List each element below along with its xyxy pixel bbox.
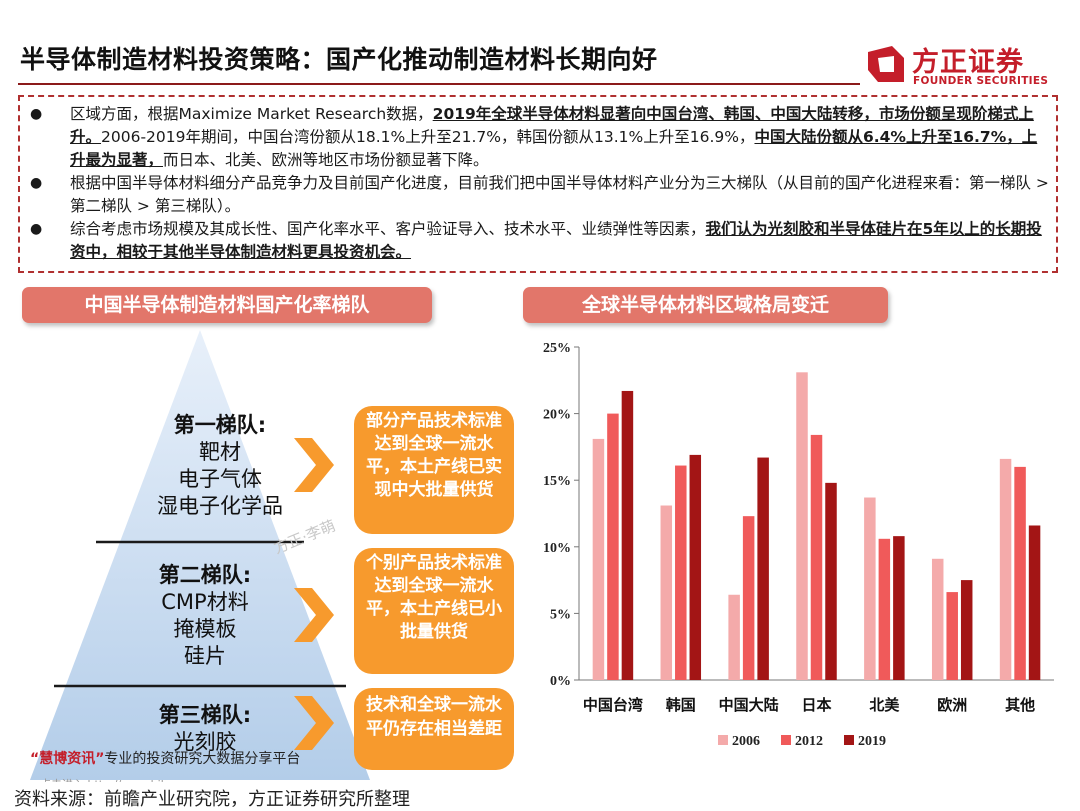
bullet-dot-icon: ●: [30, 106, 43, 122]
section-header-tiers: 中国半导体制造材料国产化率梯队: [22, 287, 432, 323]
tagline-text: 专业的投资研究大数据分享平台: [104, 751, 301, 767]
bullet1-text-c: 2006-2019年期间，中国台湾份额从18.1%上升至21.7%，韩国份额从1…: [101, 128, 755, 146]
source-note: 资料来源：前瞻产业研究院，方正证券研究所整理: [14, 789, 410, 810]
tier-3-item: 光刻胶: [173, 730, 237, 754]
tier-2-item: CMP材料: [161, 590, 249, 614]
bullet-dot-icon: ●: [30, 175, 43, 191]
tier-1-description: 部分产品技术标准达到全球一流水平，本土产线已实现中大批量供货: [354, 406, 514, 534]
bullet2-text: 根据中国半导体材料细分产品竞争力及目前国产化进度，目前我们把中国半导体材料产业分…: [70, 174, 1049, 215]
bar-2006: [999, 458, 1012, 680]
bar-2012: [742, 516, 755, 680]
x-tick-label: 中国台湾: [583, 696, 643, 714]
y-tick-label: 25%: [543, 341, 571, 356]
chevron-right-icon: [294, 438, 334, 492]
summary-bullet-1: ● 区域方面，根据Maximize Market Research数据，2019…: [30, 103, 1050, 172]
bar-2019: [1028, 525, 1041, 680]
tier-1-name: 第一梯队:: [173, 413, 267, 437]
bar-2012: [878, 538, 891, 680]
tier-1-item: 电子气体: [178, 467, 262, 491]
bullet1-text-a: 区域方面，根据Maximize Market Research数据，: [70, 105, 433, 123]
bar-2019: [960, 580, 973, 680]
legend-label: 2006: [732, 734, 760, 749]
bar-2012: [946, 592, 958, 680]
x-tick-label: 日本: [801, 696, 831, 714]
bar-2006: [728, 594, 740, 680]
founder-logo-icon: [868, 46, 904, 82]
bar-2012: [1014, 466, 1026, 680]
legend-swatch-2012: [781, 735, 791, 745]
bar-2006: [796, 372, 808, 680]
summary-box: ● 区域方面，根据Maximize Market Research数据，2019…: [18, 95, 1058, 273]
bullet-dot-icon: ●: [30, 221, 43, 237]
bullet3-highlight: 我们认为光刻胶和半导体硅片在5年以上的长期投资中，相较于其他半导体制造材料更具投…: [70, 220, 1042, 261]
chevron-right-icon: [294, 588, 334, 642]
y-tick-label: 10%: [543, 541, 571, 556]
tier-2-name: 第二梯队:: [158, 563, 252, 587]
bar-2012: [607, 413, 619, 680]
y-tick-label: 20%: [543, 408, 571, 423]
tier-3-description: 技术和全球一流水平仍存在相当差距: [354, 688, 514, 770]
bar-2019: [825, 482, 837, 680]
bar-2019: [689, 454, 702, 680]
bullet3-text-a: 综合考虑市场规模及其成长性、国产化率水平、客户验证导入、技术水平、业绩弹性等因素…: [70, 220, 706, 238]
bar-2006: [660, 505, 673, 680]
bar-2019: [757, 457, 769, 680]
tier-3-name: 第三梯队:: [158, 703, 252, 727]
legend-label: 2012: [795, 734, 823, 749]
bar-2019: [893, 536, 905, 680]
legend-swatch-2006: [718, 735, 728, 745]
region-share-chart: 0% 5% 10% 15% 20% 25% 中国台湾 韩国 中国大陆 日本 北美 欧洲 其他 2006 20…: [543, 341, 1054, 749]
bar-2019: [621, 390, 634, 680]
x-tick-label: 韩国: [666, 696, 696, 714]
legend-swatch-2019: [844, 735, 854, 745]
tagline-brand: “慧博资讯”: [30, 751, 105, 767]
x-tick-label: 北美: [869, 696, 900, 714]
tier-1-item: 靶材: [199, 440, 241, 464]
tier-3-group: 第三梯队: 光刻胶: [130, 702, 280, 756]
section-header-chart: 全球半导体材料区域格局变迁: [523, 287, 888, 323]
bar-2006: [592, 438, 605, 680]
tier-2-description: 个别产品技术标准达到全球一流水平，本土产线已小批量供货: [354, 548, 514, 674]
bullet1-highlight-1: 2019年全球半导体材料显著向中国台湾、韩国、中国大陆转移，市场份额呈现阶梯式上…: [70, 105, 1034, 146]
logo-text-cn: 方正证券: [912, 47, 1024, 78]
legend-label: 2019: [858, 734, 886, 749]
tier-1-group: 第一梯队: 靶材 电子气体 湿电子化学品: [130, 412, 310, 520]
x-tick-label: 欧洲: [937, 696, 967, 714]
logo-text-en: FOUNDER SECURITIES: [913, 75, 1049, 87]
tier-2-item: 硅片: [184, 644, 226, 668]
bullet1-text-e: 而日本、北美、欧洲等地区市场份额显著下降。: [163, 151, 489, 169]
bar-2006: [931, 558, 944, 680]
tier-1-item: 湿电子化学品: [157, 494, 283, 518]
hibor-tagline: “慧博资讯”专业的投资研究大数据分享平台: [30, 748, 300, 768]
tier-2-item: 掩模板: [173, 617, 237, 641]
footer-band: [0, 782, 1080, 810]
x-tick-label: 其他: [1005, 696, 1035, 714]
y-tick-label: 15%: [543, 474, 571, 489]
y-tick-label: 5%: [550, 607, 571, 622]
bar-2006: [864, 497, 876, 680]
summary-bullet-3: ● 综合考虑市场规模及其成长性、国产化率水平、客户验证导入、技术水平、业绩弹性等…: [30, 218, 1050, 264]
bullet1-highlight-2: 中国大陆份额从6.4%上升至16.7%，上升最为显著，: [70, 128, 1038, 169]
title-divider: [18, 83, 860, 85]
tier-2-group: 第二梯队: CMP材料 掩模板 硅片: [130, 562, 280, 670]
bar-2012: [675, 465, 687, 680]
summary-bullet-2: ● 根据中国半导体材料细分产品竞争力及目前国产化进度，目前我们把中国半导体材料产…: [30, 172, 1050, 218]
x-tick-label: 中国大陆: [719, 696, 779, 714]
tier-pyramid: [30, 330, 370, 780]
bar-2012: [810, 434, 823, 680]
chevron-right-icon: [294, 696, 334, 750]
page-title: 半导体制造材料投资策略：国产化推动制造材料长期向好: [20, 45, 658, 74]
y-tick-label: 0%: [550, 674, 571, 689]
